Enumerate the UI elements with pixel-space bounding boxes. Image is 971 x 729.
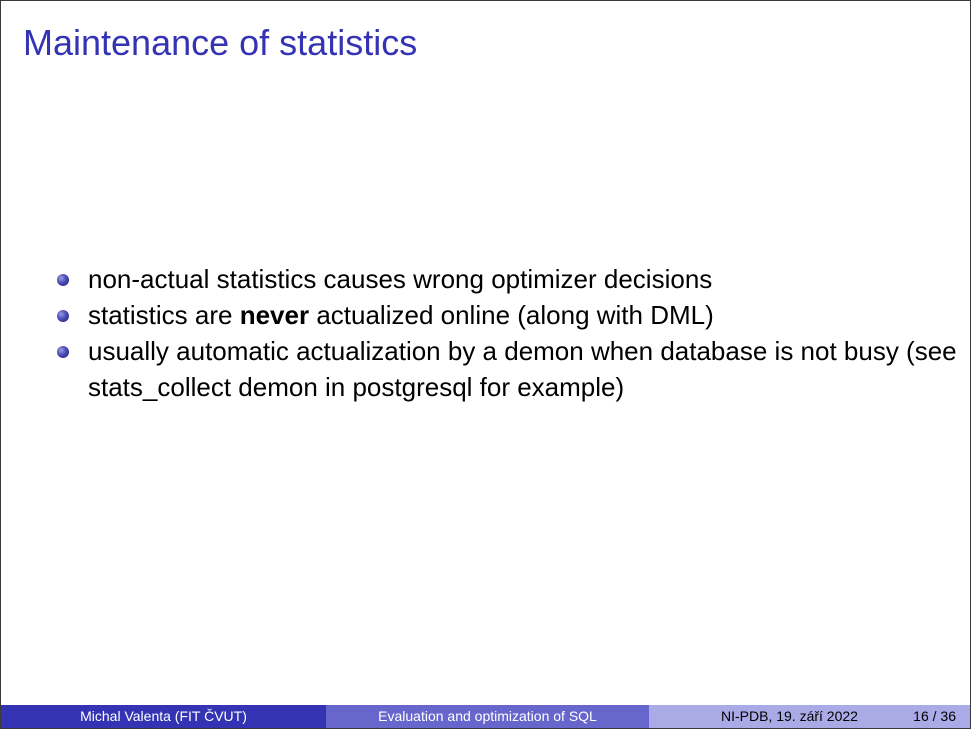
footer-author: Michal Valenta (FIT ČVUT) [1,705,326,728]
footer-date: NI-PDB, 19. září 2022 [721,708,858,724]
bullet-item: usually automatic actualization by a dem… [57,333,957,405]
bullet-icon [57,274,69,286]
page-number: 16 / 36 [913,708,956,724]
footer-bar: Michal Valenta (FIT ČVUT) Evaluation and… [1,705,970,728]
bullet-item: statistics are never actualized online (… [57,297,957,333]
bullet-text: non-actual statistics causes wrong optim… [88,264,713,294]
bullet-text-before: statistics are [88,300,240,330]
bullet-icon [57,346,69,358]
bullet-text-after: actualized online (along with DML) [309,300,714,330]
footer-info: NI-PDB, 19. září 2022 16 / 36 [649,705,970,728]
footer-title: Evaluation and optimization of SQL [326,705,649,728]
bullet-item: non-actual statistics causes wrong optim… [57,261,957,297]
bullet-text-emphasis: never [239,300,310,330]
bullet-list: non-actual statistics causes wrong optim… [57,261,957,405]
slide-title: Maintenance of statistics [23,22,418,63]
bullet-icon [57,310,69,322]
bullet-text: usually automatic actualization by a dem… [88,336,957,402]
